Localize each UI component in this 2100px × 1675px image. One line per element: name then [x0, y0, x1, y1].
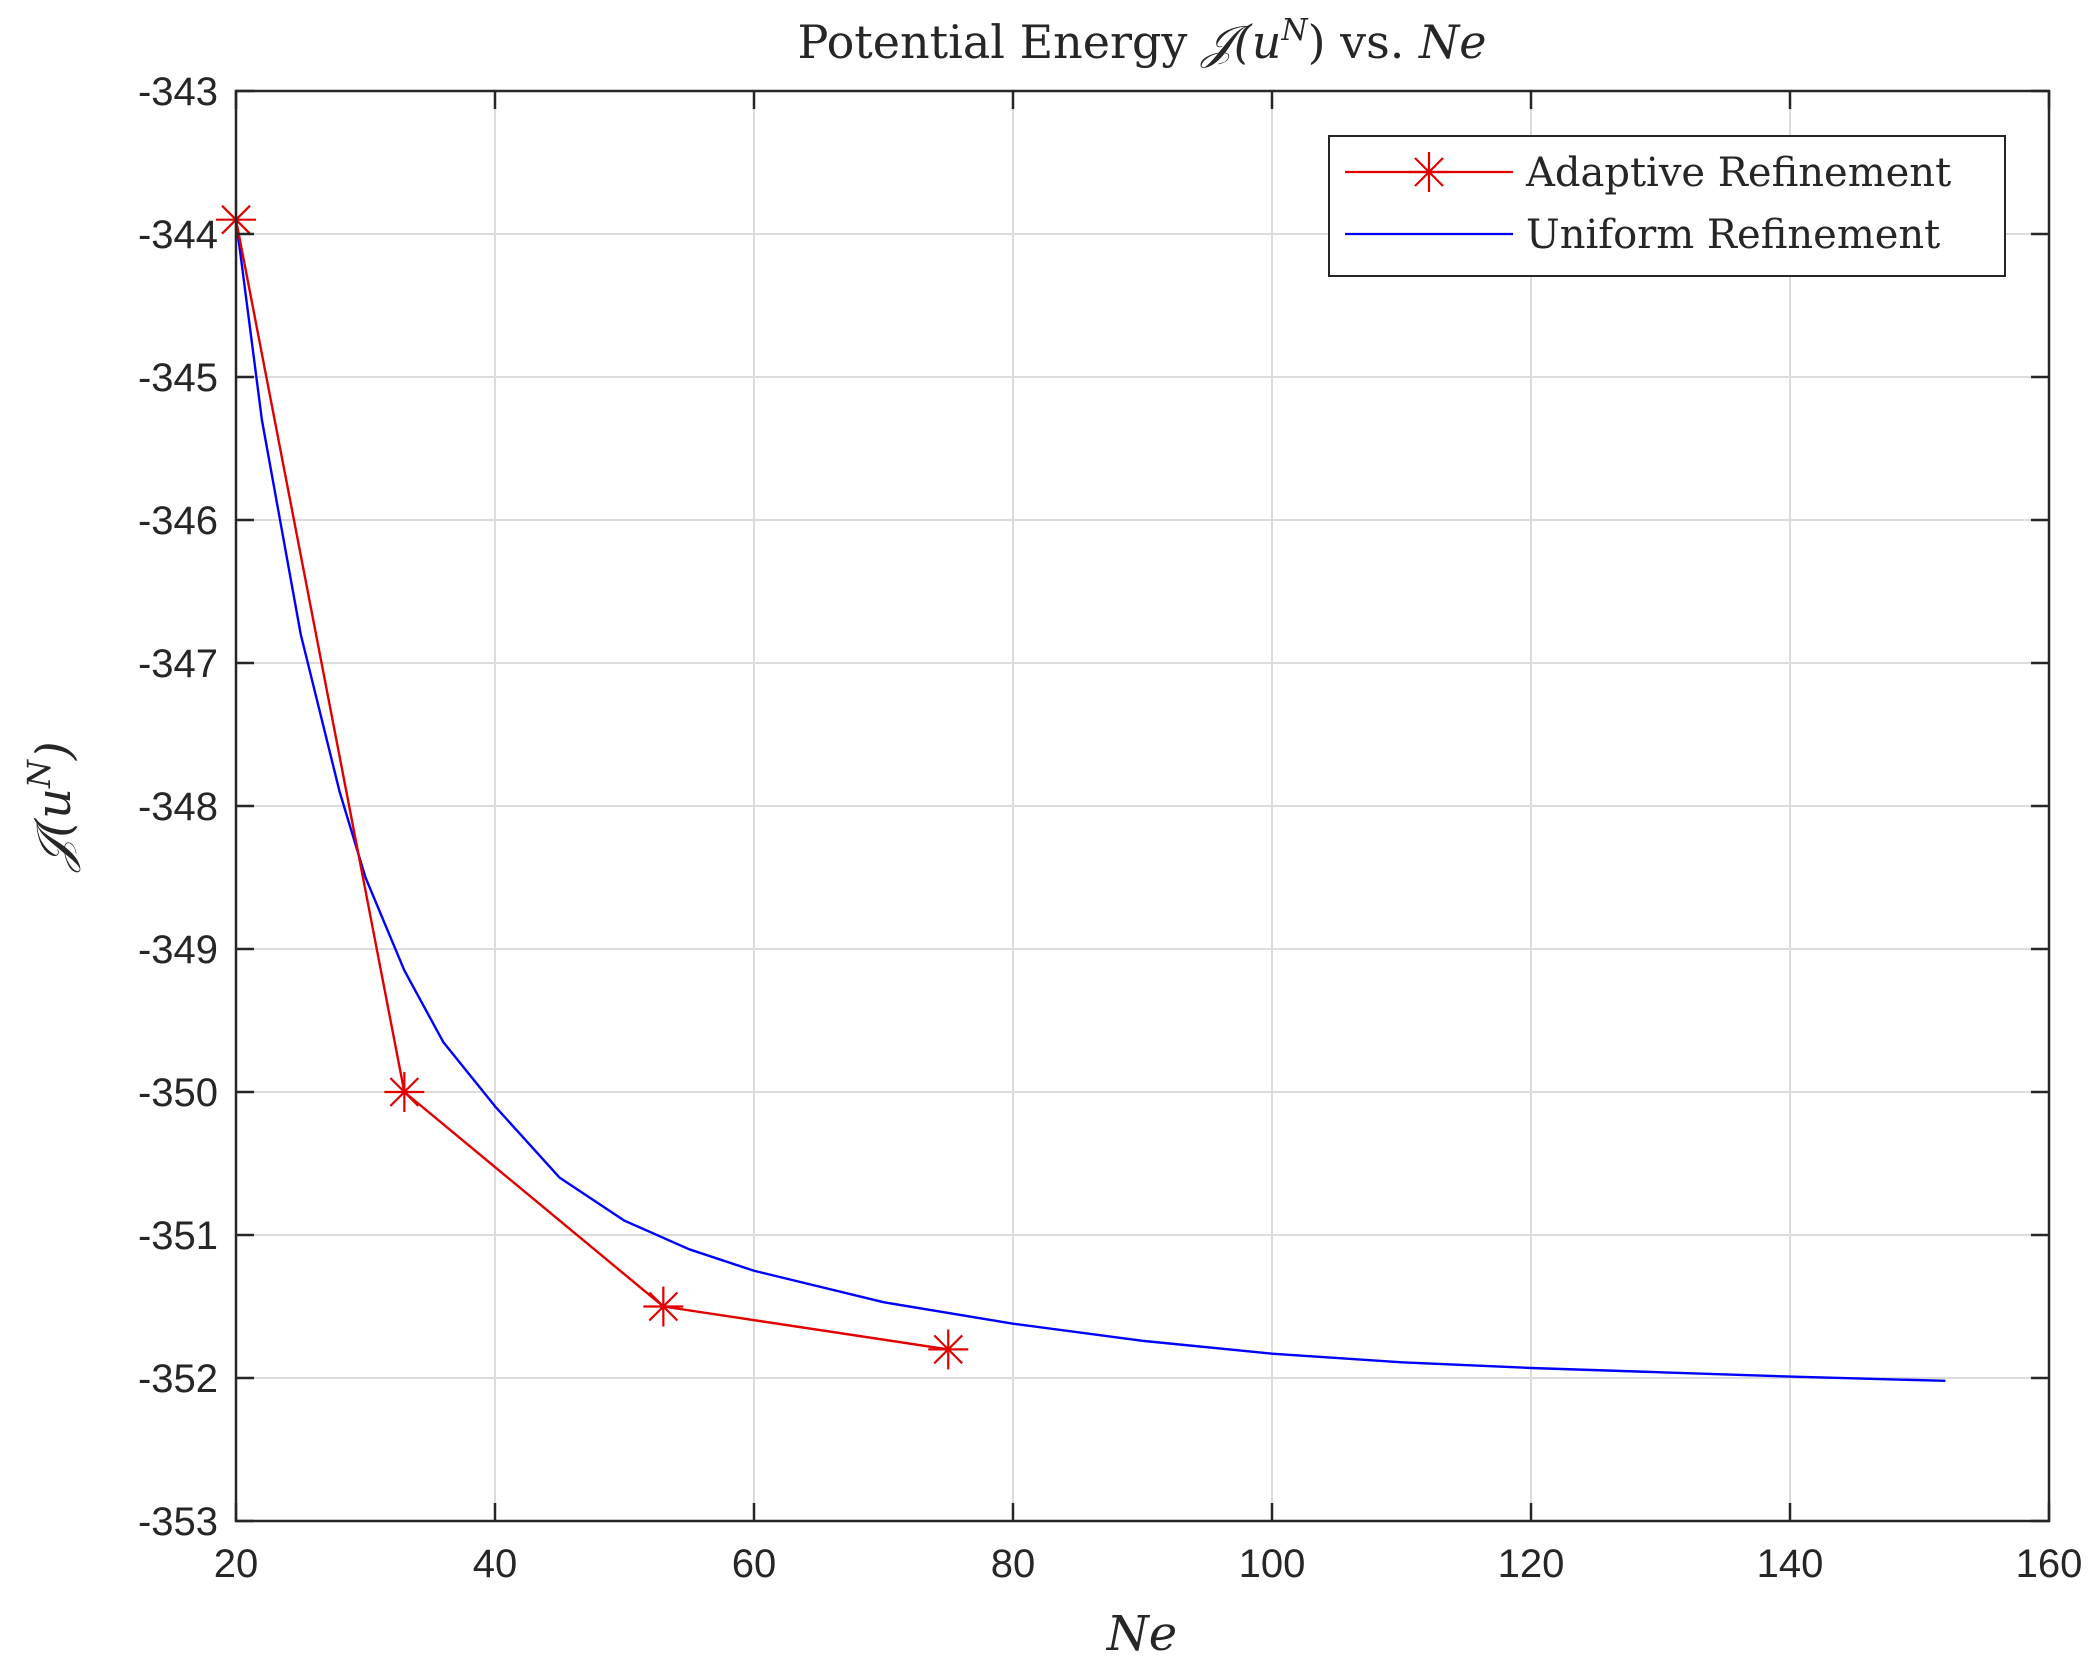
- adaptive-refinement-point: [643, 1286, 684, 1327]
- y-tick-label: -344: [138, 213, 218, 257]
- y-tick-label: -347: [138, 642, 218, 686]
- adaptive-refinement-point: [928, 1329, 969, 1370]
- legend-adaptive-label: Adaptive Refinement: [1525, 150, 1951, 196]
- x-tick-label: 40: [473, 1542, 518, 1586]
- title-func: 𝒥(u: [1200, 15, 1281, 69]
- legend-uniform-label: Uniform Refinement: [1526, 212, 1940, 258]
- adaptive-refinement-point: [384, 1072, 425, 1112]
- y-tick-label: -351: [138, 1214, 218, 1258]
- legend-adaptive-marker: [1409, 152, 1449, 192]
- adaptive-refinement-line: [234, 219, 949, 1351]
- ticks: 20 40 60 80 100 120 140 160 -343 -344 -345 -346 -347…: [138, 70, 2082, 1586]
- y-tick-label: -346: [138, 499, 218, 543]
- title-prefix: Potential Energy: [798, 15, 1203, 69]
- y-tick-label: -349: [138, 928, 218, 972]
- ylabel-sup: N: [20, 759, 58, 789]
- x-tick-label: 140: [1757, 1542, 1824, 1586]
- title-var: Ne: [1418, 15, 1486, 69]
- x-tick-label: 60: [732, 1542, 777, 1586]
- title-suffix: ) vs.: [1308, 15, 1419, 69]
- x-tick-label: 20: [214, 1542, 259, 1586]
- y-axis-label: 𝒥(uN): [20, 741, 82, 873]
- x-tick-label: 160: [2016, 1542, 2083, 1586]
- y-tick-label: -350: [138, 1071, 218, 1115]
- title-sup: N: [1280, 13, 1309, 48]
- x-axis-label: Ne: [1106, 1606, 1177, 1662]
- x-tick-label: 100: [1239, 1542, 1306, 1586]
- x-tick-label: 80: [991, 1542, 1036, 1586]
- y-tick-label: -343: [138, 70, 218, 114]
- legend-asterisk-icon: [1409, 152, 1449, 192]
- legend: Adaptive Refinement Uniform Refinement: [1328, 135, 2006, 277]
- y-tick-label: -345: [138, 356, 218, 400]
- ylabel-func: 𝒥(u: [26, 788, 82, 873]
- x-tick-label: 120: [1498, 1542, 1565, 1586]
- y-tick-label: -348: [138, 785, 218, 829]
- uniform-refinement-line: [234, 219, 1946, 1383]
- ylabel-close: ): [26, 741, 82, 761]
- chart-title: Potential Energy 𝒥(uN) vs. Ne: [798, 13, 1487, 69]
- y-tick-label: -352: [138, 1357, 218, 1401]
- y-tick-label: -353: [138, 1500, 218, 1544]
